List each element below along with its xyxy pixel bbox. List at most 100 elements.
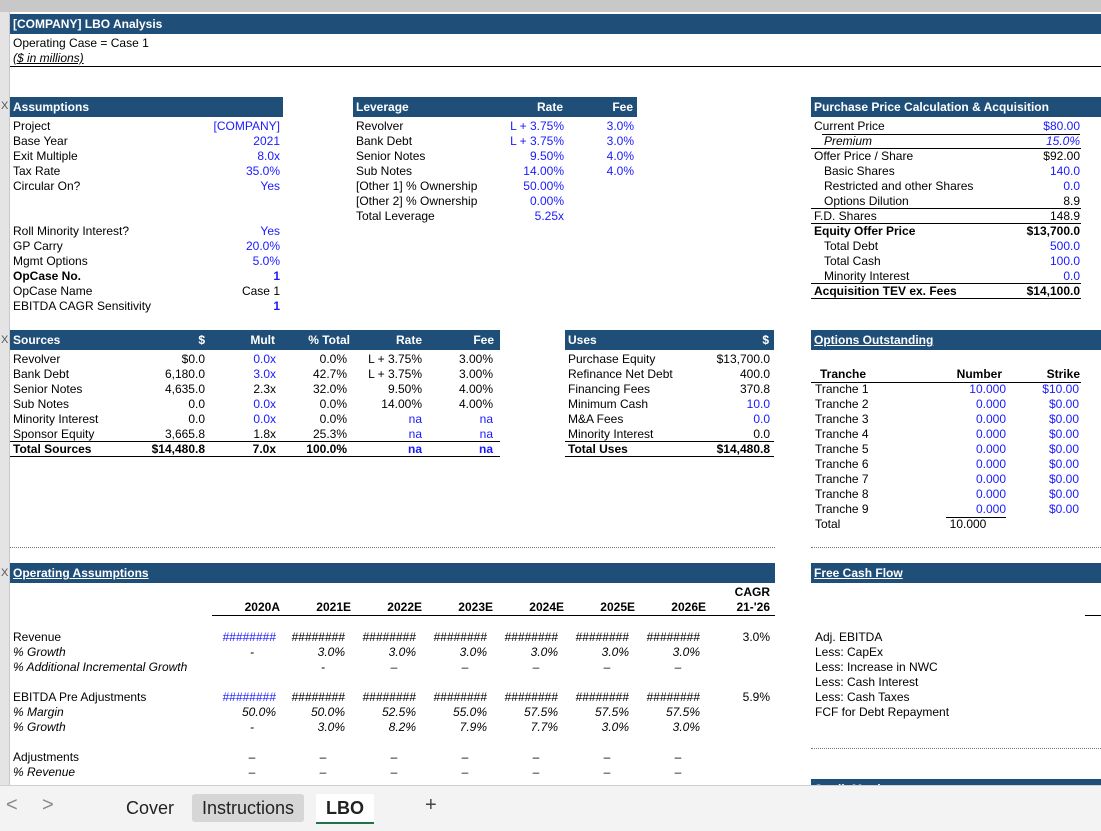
purchase-label: Minority Interest xyxy=(824,269,910,283)
operating-value: 3.0% xyxy=(530,645,558,659)
sources-col-header: Fee xyxy=(473,333,494,347)
assumption-value: 8.0x xyxy=(257,149,280,163)
options-strike: $0.00 xyxy=(1048,427,1079,441)
operating-value: – xyxy=(248,750,256,764)
leverage-label: Sub Notes xyxy=(356,164,413,178)
purchase-label: Acquisition TEV ex. Fees xyxy=(814,284,957,298)
sources-fee: 4.00% xyxy=(458,397,493,411)
operating-value: – xyxy=(674,660,682,674)
operating-value: ######## xyxy=(362,690,416,704)
uses-value: $14,480.8 xyxy=(716,442,770,456)
assumption-label: Exit Multiple xyxy=(13,149,78,163)
sources-fee: 3.00% xyxy=(458,367,493,381)
purchase-label: Total Debt xyxy=(824,239,879,253)
sources-col-header: Mult xyxy=(250,333,275,347)
operating-row-label: Adjustments xyxy=(13,750,80,764)
sources-label: Bank Debt xyxy=(13,367,70,381)
assumption-label: GP Carry xyxy=(13,239,63,253)
operating-value: 7.7% xyxy=(530,720,558,734)
tab-lbo[interactable]: LBO xyxy=(316,794,374,824)
uses-value: $13,700.0 xyxy=(716,352,770,366)
tab-instructions[interactable]: Instructions xyxy=(192,794,305,822)
operating-value: ######## xyxy=(291,630,345,644)
sources-col-header: % Total xyxy=(308,333,350,347)
leverage-rate: 0.00% xyxy=(529,194,564,208)
operating-value: – xyxy=(603,765,611,779)
assumption-label: OpCase No. xyxy=(13,269,82,283)
purchase-value: 0.0 xyxy=(1063,269,1080,283)
sources-label: Sponsor Equity xyxy=(13,427,95,441)
year-header: 2021E xyxy=(316,600,351,614)
row-header-strip xyxy=(0,12,10,785)
operating-value: ######## xyxy=(362,630,416,644)
leverage-rate: 9.50% xyxy=(529,149,564,163)
sources-mult: 3.0x xyxy=(253,367,276,381)
sheet-tab-bar: < > Cover Instructions LBO + xyxy=(0,785,1101,831)
fcf-row-label: Less: Cash Interest xyxy=(815,675,919,689)
purchase-label: Premium xyxy=(824,134,873,148)
sources-rate: 14.00% xyxy=(381,397,422,411)
purchase-value: 140.0 xyxy=(1049,164,1080,178)
operating-value: ######## xyxy=(575,630,629,644)
fcf-row-label: Less: Cash Taxes xyxy=(815,690,910,704)
options-total-label: Total xyxy=(815,517,841,531)
assumption-label: EBITDA CAGR Sensitivity xyxy=(13,299,152,313)
options-col-number: Number xyxy=(956,367,1002,381)
sources-mult: 2.3x xyxy=(253,382,276,396)
purchase-label: Total Cash xyxy=(824,254,881,268)
uses-value: 400.0 xyxy=(739,367,770,381)
tab-prev-arrow-icon[interactable]: < xyxy=(6,794,18,816)
year-header: 2023E xyxy=(458,600,493,614)
tab-next-arrow-icon[interactable]: > xyxy=(42,794,54,816)
fcf-row-label: Less: CapEx xyxy=(815,645,884,659)
sources-rate: na xyxy=(408,412,422,426)
year-header: 2026E xyxy=(671,600,706,614)
operating-value: 7.9% xyxy=(459,720,487,734)
operating-value: – xyxy=(603,750,611,764)
purchase-value: $92.00 xyxy=(1043,149,1080,163)
leverage-rate-col: Rate xyxy=(536,100,563,114)
add-sheet-icon[interactable]: + xyxy=(425,794,437,816)
leverage-header: Leverage Rate Fee xyxy=(353,97,637,117)
assumption-value: 1 xyxy=(273,299,280,313)
operating-value: – xyxy=(461,660,469,674)
options-number: 0.000 xyxy=(975,412,1006,426)
purchase-label: Current Price xyxy=(814,119,885,133)
operating-row-label: Revenue xyxy=(13,630,62,644)
sources-label: Revolver xyxy=(13,352,61,366)
options-number: 0.000 xyxy=(975,442,1006,456)
operating-row-label: % Margin xyxy=(13,705,64,719)
sources-header: Sources $ Mult % Total Rate Fee xyxy=(10,330,500,350)
leverage-label: Bank Debt xyxy=(356,134,413,148)
operating-value: 3.0% xyxy=(672,645,700,659)
assumption-value: [COMPANY] xyxy=(213,119,280,133)
operating-value: – xyxy=(248,765,256,779)
options-number: 0.000 xyxy=(975,397,1006,411)
uses-value: 0.0 xyxy=(753,412,770,426)
uses-value: 10.0 xyxy=(746,397,770,411)
operating-value: – xyxy=(674,765,682,779)
operating-value: 3.0% xyxy=(601,720,629,734)
year-header-rule xyxy=(212,615,775,616)
purchase-header-label: Purchase Price Calculation & Acquisition… xyxy=(814,100,1049,114)
tab-cover[interactable]: Cover xyxy=(126,798,175,818)
credit-header-label: Credit Metrics xyxy=(814,782,894,785)
options-strike: $0.00 xyxy=(1048,397,1079,411)
section-dotted-rule xyxy=(811,748,1101,749)
purchase-rule xyxy=(811,208,1081,209)
sources-fee: 4.00% xyxy=(458,382,493,396)
options-col-strike: Strike xyxy=(1046,367,1080,381)
sources-rate: na xyxy=(407,442,422,456)
leverage-rate: L + 3.75% xyxy=(510,119,564,133)
assumption-value: 5.0% xyxy=(252,254,280,268)
options-total-rule xyxy=(946,517,1006,518)
options-strike: $10.00 xyxy=(1042,382,1079,396)
fcf-header: Free Cash Flow xyxy=(811,563,1101,583)
purchase-value: 148.9 xyxy=(1049,209,1080,223)
fcf-rule xyxy=(1085,615,1101,616)
purchase-value: 0.0 xyxy=(1063,179,1080,193)
assumption-value: Yes xyxy=(260,224,280,238)
operating-value: 3.0% xyxy=(317,720,345,734)
credit-header: Credit Metrics xyxy=(811,779,1101,785)
sheet-title-bar: [COMPANY] LBO Analysis xyxy=(10,14,1101,34)
